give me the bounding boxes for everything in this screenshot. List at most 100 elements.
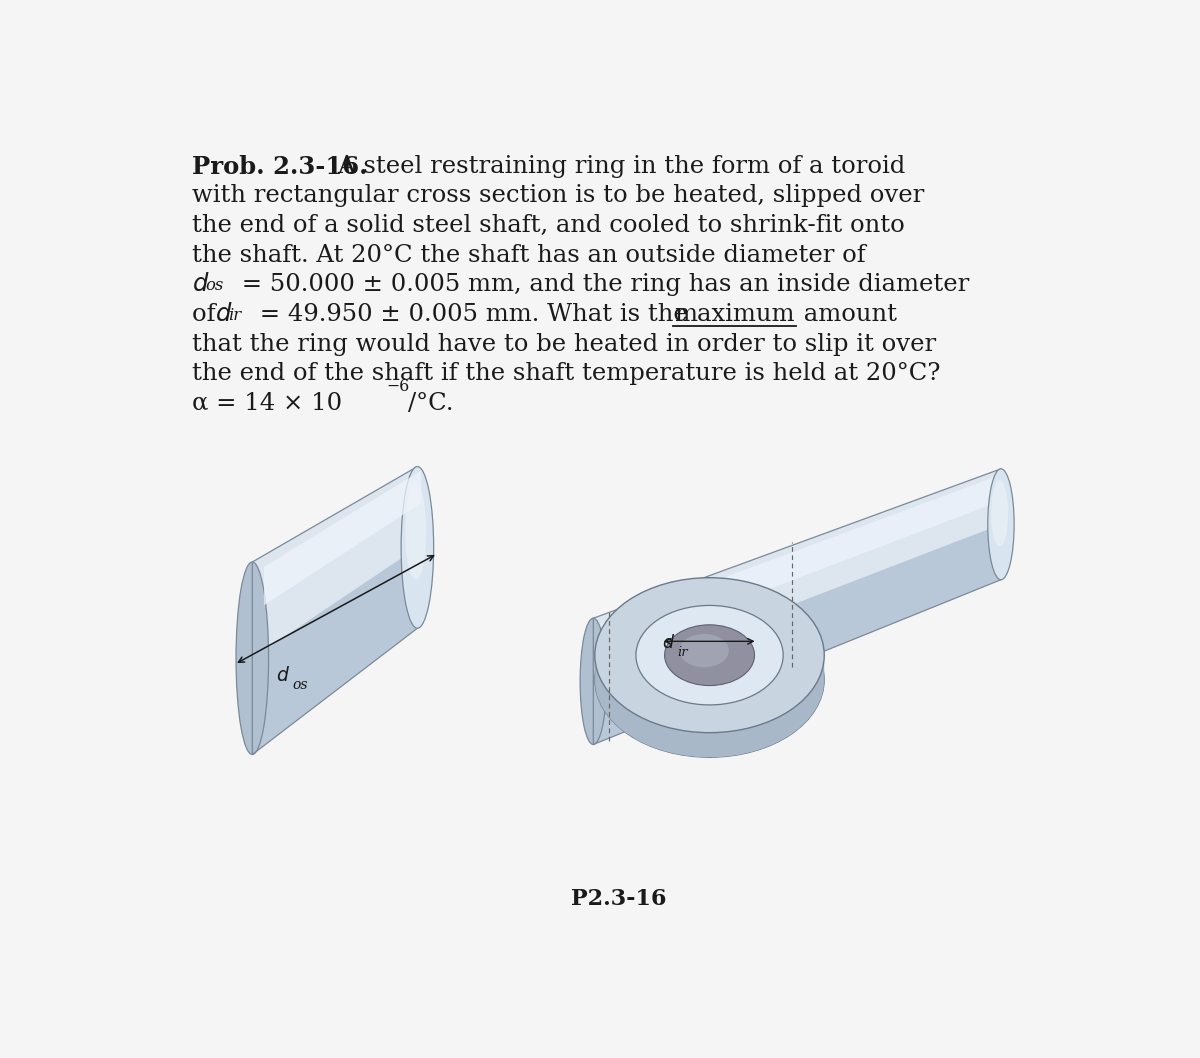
- Polygon shape: [772, 718, 776, 745]
- Polygon shape: [643, 718, 647, 745]
- Ellipse shape: [665, 625, 755, 686]
- Polygon shape: [667, 727, 672, 753]
- Polygon shape: [252, 467, 418, 658]
- Ellipse shape: [679, 634, 728, 668]
- Polygon shape: [818, 676, 820, 704]
- Polygon shape: [647, 720, 650, 746]
- Polygon shape: [636, 714, 640, 742]
- Text: A steel restraining ring in the form of a toroid: A steel restraining ring in the form of …: [326, 154, 905, 178]
- Polygon shape: [796, 704, 799, 731]
- Text: the shaft. At 20°C the shaft has an outside diameter of: the shaft. At 20°C the shaft has an outs…: [192, 243, 865, 267]
- Polygon shape: [650, 722, 655, 748]
- Polygon shape: [599, 676, 601, 704]
- Polygon shape: [601, 679, 602, 707]
- Polygon shape: [698, 732, 703, 758]
- Polygon shape: [623, 706, 626, 733]
- Ellipse shape: [636, 605, 784, 705]
- Polygon shape: [739, 729, 743, 754]
- Polygon shape: [629, 711, 632, 737]
- Text: ir: ir: [678, 645, 688, 658]
- Polygon shape: [689, 731, 694, 756]
- Polygon shape: [676, 729, 680, 754]
- Ellipse shape: [401, 467, 433, 628]
- Polygon shape: [786, 711, 790, 737]
- Polygon shape: [802, 698, 804, 726]
- Polygon shape: [640, 716, 643, 743]
- Polygon shape: [760, 724, 764, 749]
- Polygon shape: [264, 471, 421, 605]
- Polygon shape: [685, 731, 689, 756]
- Polygon shape: [815, 682, 817, 710]
- Text: $d$: $d$: [662, 634, 676, 652]
- Polygon shape: [764, 722, 768, 748]
- Text: of: of: [192, 303, 223, 326]
- Polygon shape: [756, 725, 760, 751]
- Polygon shape: [607, 691, 610, 718]
- Polygon shape: [768, 720, 772, 746]
- Text: os: os: [293, 678, 308, 692]
- Text: the end of a solid steel shaft, and cooled to shrink-fit onto: the end of a solid steel shaft, and cool…: [192, 214, 905, 237]
- Text: ir: ir: [228, 307, 241, 324]
- Text: amount: amount: [797, 303, 898, 326]
- Text: the end of the shaft if the shaft temperature is held at 20°C?: the end of the shaft if the shaft temper…: [192, 362, 941, 385]
- Polygon shape: [743, 728, 748, 754]
- Polygon shape: [606, 688, 607, 715]
- Polygon shape: [721, 732, 726, 756]
- Polygon shape: [252, 547, 418, 754]
- Polygon shape: [672, 728, 676, 754]
- Text: that the ring would have to be heated in order to slip it over: that the ring would have to be heated in…: [192, 332, 936, 355]
- Polygon shape: [664, 726, 667, 752]
- Polygon shape: [730, 731, 734, 756]
- Ellipse shape: [236, 562, 269, 754]
- Text: = 50.000 ± 0.005 mm, and the ring has an inside diameter: = 50.000 ± 0.005 mm, and the ring has an…: [234, 273, 968, 296]
- Polygon shape: [817, 679, 818, 707]
- Polygon shape: [707, 732, 712, 758]
- Text: P2.3-16: P2.3-16: [571, 889, 667, 910]
- Polygon shape: [593, 525, 1001, 745]
- Ellipse shape: [595, 602, 824, 758]
- Text: /°C.: /°C.: [408, 391, 454, 415]
- Ellipse shape: [595, 578, 824, 733]
- Polygon shape: [604, 686, 606, 713]
- Polygon shape: [620, 704, 623, 731]
- Polygon shape: [804, 696, 806, 724]
- Polygon shape: [612, 696, 614, 724]
- Polygon shape: [776, 716, 780, 743]
- Text: α = 14 × 10: α = 14 × 10: [192, 391, 342, 415]
- Polygon shape: [809, 691, 811, 718]
- Polygon shape: [694, 732, 698, 756]
- Polygon shape: [799, 701, 802, 728]
- Polygon shape: [806, 693, 809, 720]
- Ellipse shape: [406, 482, 426, 580]
- Polygon shape: [703, 732, 707, 758]
- Text: $d$: $d$: [192, 273, 209, 296]
- Polygon shape: [752, 726, 756, 752]
- Polygon shape: [593, 469, 1001, 681]
- Ellipse shape: [991, 480, 1008, 546]
- Text: −6: −6: [386, 379, 409, 396]
- Text: with rectangular cross section is to be heated, slipped over: with rectangular cross section is to be …: [192, 184, 924, 207]
- Polygon shape: [601, 473, 1004, 653]
- Polygon shape: [716, 732, 721, 758]
- Polygon shape: [793, 706, 796, 733]
- Text: = 49.950 ± 0.005 mm. What is the: = 49.950 ± 0.005 mm. What is the: [252, 303, 695, 326]
- Polygon shape: [614, 698, 617, 726]
- Text: $d$: $d$: [215, 303, 233, 326]
- Polygon shape: [632, 713, 636, 740]
- Polygon shape: [734, 730, 739, 755]
- Text: $d$: $d$: [276, 665, 289, 685]
- Polygon shape: [680, 730, 685, 755]
- Polygon shape: [626, 708, 629, 735]
- Polygon shape: [712, 732, 716, 758]
- Polygon shape: [790, 708, 793, 735]
- Polygon shape: [780, 714, 784, 742]
- Polygon shape: [655, 724, 659, 749]
- Text: Prob. 2.3-16.: Prob. 2.3-16.: [192, 154, 367, 179]
- Ellipse shape: [988, 469, 1014, 580]
- Polygon shape: [617, 701, 620, 728]
- Polygon shape: [610, 693, 612, 720]
- Polygon shape: [784, 713, 786, 740]
- Ellipse shape: [636, 620, 784, 719]
- Polygon shape: [726, 731, 730, 756]
- Polygon shape: [602, 682, 604, 710]
